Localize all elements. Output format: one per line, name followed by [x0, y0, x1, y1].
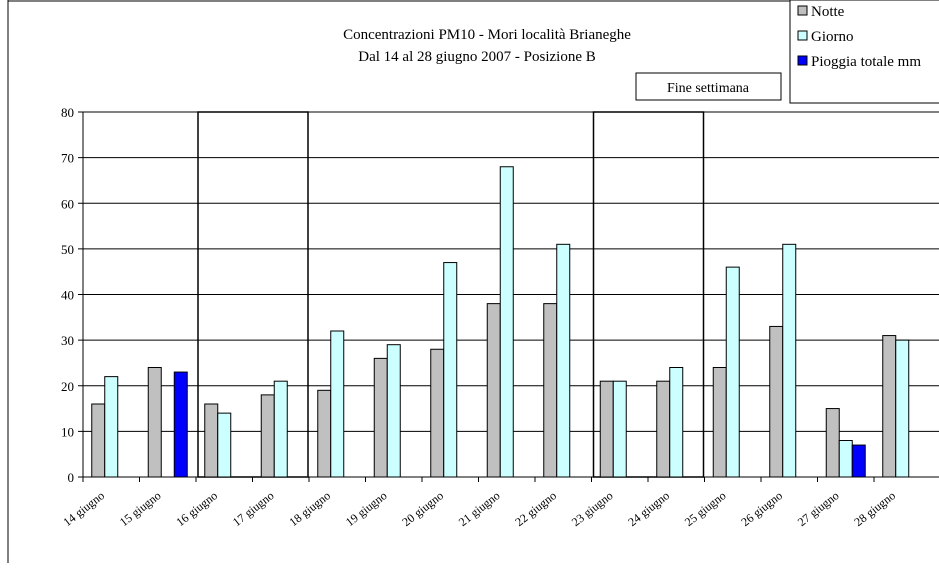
bar: [556, 243, 571, 478]
bar: [782, 243, 797, 478]
y-tick-label: 40: [61, 288, 74, 303]
legend-swatch: [797, 5, 808, 16]
chart-subtitle: Dal 14 al 28 giugno 2007 - Posizione B: [358, 49, 595, 65]
legend-swatch: [797, 30, 808, 41]
bar: [599, 380, 614, 478]
bar: [725, 266, 740, 478]
legend-box: [789, 0, 939, 104]
bar: [825, 408, 840, 478]
legend-label: Pioggia totale mm: [811, 54, 921, 70]
bar: [838, 440, 853, 478]
bar: [373, 357, 388, 478]
annotation-label: Fine settimana: [667, 81, 750, 96]
x-tick-label: 23 giugno: [569, 488, 616, 529]
y-tick-label: 80: [61, 105, 74, 120]
y-tick-label: 60: [61, 196, 74, 211]
bar: [430, 348, 445, 478]
bar: [499, 166, 514, 478]
x-tick-label: 22 giugno: [512, 488, 559, 529]
x-tick-label: 15 giugno: [117, 488, 164, 529]
bar: [204, 403, 219, 478]
x-tick-label: 27 giugno: [795, 488, 842, 529]
y-tick-label: 50: [61, 242, 74, 257]
axes: [82, 112, 939, 482]
x-tick-label: 24 giugno: [625, 488, 672, 529]
x-tick-label: 26 giugno: [738, 488, 785, 529]
bar: [317, 389, 332, 478]
bar: [712, 367, 727, 478]
bar: [330, 330, 345, 478]
legend-swatch: [797, 55, 808, 66]
x-tick-label: 14 giugno: [60, 488, 107, 529]
legend-label: Giorno: [811, 29, 854, 45]
legend: Notte Giorno Pioggia totale mm: [789, 0, 939, 104]
x-tick-label: 25 giugno: [682, 488, 729, 529]
y-tick-label: 70: [61, 151, 74, 166]
y-tick-label: 20: [61, 379, 74, 394]
x-tick-label: 19 giugno: [343, 488, 390, 529]
bar: [91, 403, 106, 478]
y-tick-label: 30: [61, 333, 74, 348]
x-tick-label: 20 giugno: [399, 488, 446, 529]
legend-label: Notte: [811, 4, 845, 20]
x-tick-label: 28 giugno: [851, 488, 898, 529]
bar: [851, 444, 866, 478]
bar: [486, 303, 501, 478]
bar: [543, 303, 558, 478]
x-tick-label: 21 giugno: [456, 488, 503, 529]
bar: [443, 262, 458, 478]
x-tick-label: 16 giugno: [173, 488, 220, 529]
annotation-box: Fine settimana: [635, 72, 782, 101]
y-tick-label: 0: [68, 470, 75, 485]
bar: [217, 412, 232, 478]
bar: [769, 325, 784, 478]
bar: [260, 394, 275, 478]
bar: [612, 380, 627, 478]
y-tick-label: 10: [61, 424, 74, 439]
bar: [882, 335, 897, 478]
bar: [173, 371, 188, 478]
bar: [386, 344, 401, 478]
bar: [669, 367, 684, 478]
bar: [104, 376, 119, 478]
bar: [147, 367, 162, 478]
bars: [91, 166, 910, 478]
chart-title: Concentrazioni PM10 - Mori località Bria…: [343, 27, 631, 43]
x-tick-label: 17 giugno: [230, 488, 277, 529]
bar: [895, 339, 910, 478]
bar: [273, 380, 288, 478]
x-tick-label: 18 giugno: [286, 488, 333, 529]
bar: [656, 380, 671, 478]
